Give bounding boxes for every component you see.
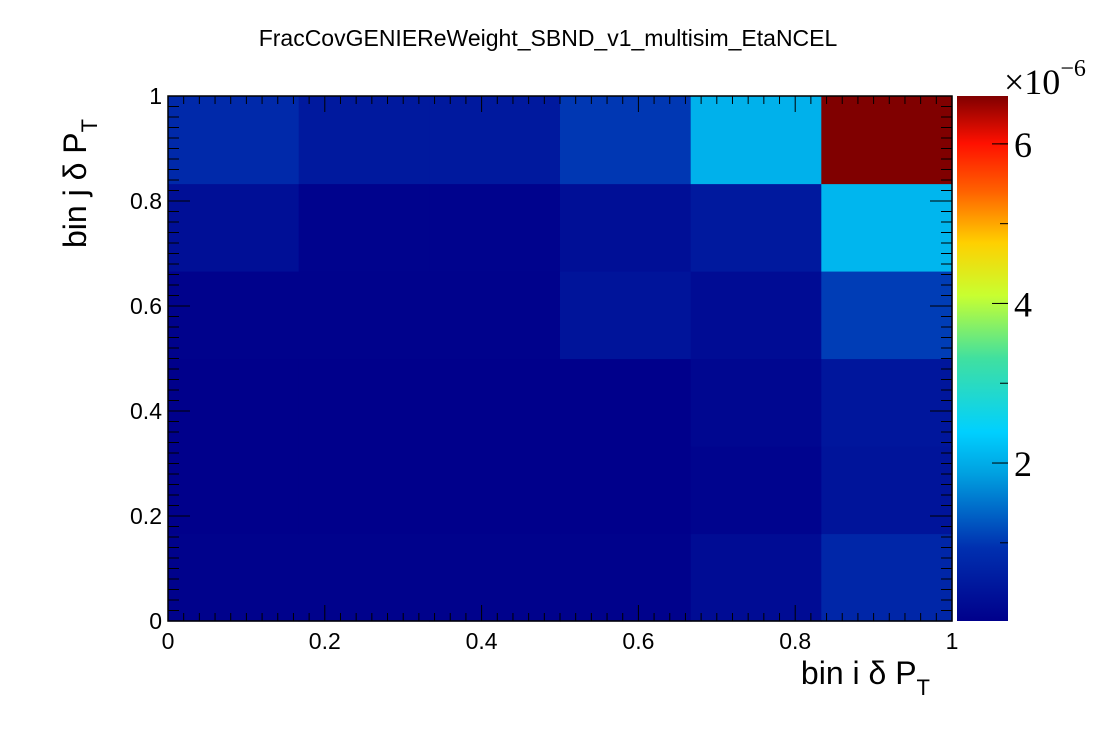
y-axis-label-subscript: T bbox=[77, 119, 102, 132]
heatmap-cell bbox=[690, 446, 822, 535]
heatmap-cell bbox=[168, 358, 300, 447]
x-tick-label: 0.6 bbox=[622, 628, 654, 654]
color-scale-tick-label: 4 bbox=[1014, 284, 1032, 324]
x-axis-label-subscript: T bbox=[917, 675, 930, 700]
heatmap-cell bbox=[298, 446, 430, 535]
heatmap-cell bbox=[298, 358, 430, 447]
y-axis-label-main: bin j δ P bbox=[57, 132, 93, 248]
heatmap-cell bbox=[168, 270, 300, 360]
y-axis: 0 0.2 0.4 0.6 0.8 1 bbox=[130, 83, 952, 634]
heatmap-cell bbox=[429, 270, 561, 360]
heatmap-cell bbox=[168, 183, 300, 272]
heatmap-cell bbox=[821, 183, 953, 272]
heatmap-cells bbox=[168, 96, 953, 622]
heatmap-cell bbox=[821, 96, 953, 185]
heatmap-cell bbox=[560, 96, 692, 185]
heatmap-cell bbox=[168, 446, 300, 535]
y-tick-label: 0.2 bbox=[130, 503, 162, 529]
y-axis-label: bin j δ PT bbox=[57, 119, 102, 248]
heatmap-cell bbox=[821, 446, 953, 535]
heatmap-cell bbox=[429, 358, 561, 447]
heatmap-cell bbox=[298, 183, 430, 272]
y-tick-label: 0 bbox=[149, 608, 162, 634]
heatmap-cell bbox=[560, 358, 692, 447]
heatmap-cell bbox=[298, 533, 430, 622]
color-scale-tick-label: 2 bbox=[1014, 444, 1032, 484]
color-scale-ticks: 2 4 6 bbox=[992, 125, 1032, 544]
color-scale-multiplier-base: ×10 bbox=[1004, 62, 1060, 102]
heatmap-cell bbox=[690, 183, 822, 272]
y-tick-label: 0.4 bbox=[130, 398, 162, 424]
x-tick-label: 0 bbox=[162, 628, 175, 654]
heatmap-cell bbox=[168, 533, 300, 622]
x-tick-label: 1 bbox=[946, 628, 959, 654]
heatmap-cell bbox=[690, 270, 822, 360]
color-scale-tick-label: 6 bbox=[1014, 125, 1032, 165]
heatmap-cell bbox=[429, 533, 561, 622]
x-tick-label: 0.4 bbox=[466, 628, 498, 654]
color-scale-multiplier: ×10−6 bbox=[1004, 56, 1086, 102]
heatmap-cell bbox=[429, 96, 561, 185]
x-axis-label: bin i δ PT bbox=[801, 655, 930, 700]
heatmap-cell bbox=[821, 270, 953, 360]
x-tick-label: 0.2 bbox=[309, 628, 341, 654]
y-tick-label: 0.6 bbox=[130, 293, 162, 319]
heatmap-cell bbox=[298, 270, 430, 360]
heatmap-cell bbox=[560, 446, 692, 535]
heatmap-cell bbox=[690, 96, 822, 185]
color-scale-exponent: −6 bbox=[1060, 56, 1086, 82]
y-tick-label: 1 bbox=[149, 83, 162, 109]
heatmap-cell bbox=[690, 533, 822, 622]
color-scale-bar bbox=[957, 96, 1008, 621]
x-axis-label-main: bin i δ P bbox=[801, 655, 917, 691]
heatmap-cell bbox=[560, 183, 692, 272]
x-tick-label: 0.8 bbox=[779, 628, 811, 654]
heatmap-cell bbox=[821, 533, 953, 622]
heatmap-cell bbox=[168, 96, 300, 185]
heatmap-cell bbox=[690, 358, 822, 447]
heatmap-cell bbox=[429, 183, 561, 272]
chart-title: FracCovGENIEReWeight_SBND_v1_multisim_Et… bbox=[259, 25, 838, 51]
heatmap-cell bbox=[821, 358, 953, 447]
heatmap-cell bbox=[429, 446, 561, 535]
heatmap-cell bbox=[298, 96, 430, 185]
heatmap-cell bbox=[560, 270, 692, 360]
heatmap-cell bbox=[560, 533, 692, 622]
x-axis: 0 0.2 0.4 0.6 0.8 1 bbox=[162, 96, 959, 654]
y-tick-label: 0.8 bbox=[130, 188, 162, 214]
